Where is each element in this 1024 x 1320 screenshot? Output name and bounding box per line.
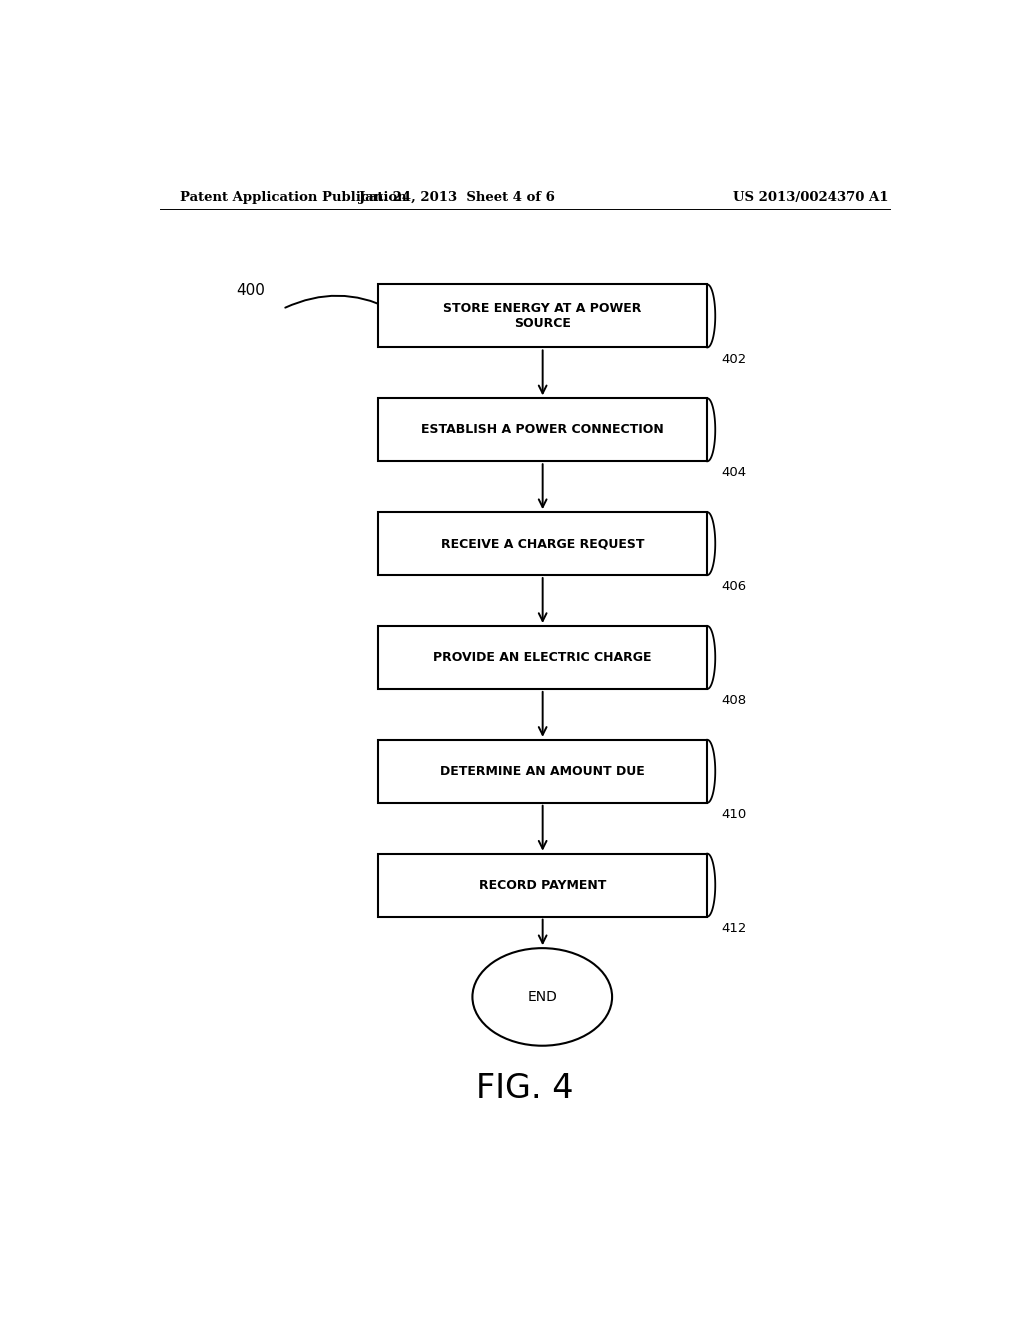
Text: PROVIDE AN ELECTRIC CHARGE: PROVIDE AN ELECTRIC CHARGE [433,651,652,664]
Text: 404: 404 [722,466,746,479]
Bar [378,284,708,347]
Text: Jan. 24, 2013  Sheet 4 of 6: Jan. 24, 2013 Sheet 4 of 6 [359,190,555,203]
Text: Patent Application Publication: Patent Application Publication [179,190,407,203]
Text: END: END [527,990,557,1005]
Text: 406: 406 [722,581,746,593]
Text: DETERMINE AN AMOUNT DUE: DETERMINE AN AMOUNT DUE [440,764,645,777]
Bar [378,512,708,576]
Bar [378,399,708,461]
Text: 412: 412 [722,921,746,935]
Text: ESTABLISH A POWER CONNECTION: ESTABLISH A POWER CONNECTION [421,424,664,437]
Bar [378,626,708,689]
Text: 402: 402 [722,352,746,366]
Bar [378,739,708,803]
Text: 410: 410 [722,808,746,821]
Ellipse shape [472,948,612,1045]
Text: STORE ENERGY AT A POWER
SOURCE: STORE ENERGY AT A POWER SOURCE [443,302,642,330]
Bar [378,854,708,916]
Text: US 2013/0024370 A1: US 2013/0024370 A1 [733,190,888,203]
Text: 408: 408 [722,694,746,708]
Text: RECEIVE A CHARGE REQUEST: RECEIVE A CHARGE REQUEST [441,537,644,550]
Text: 400: 400 [237,282,265,298]
Text: FIG. 4: FIG. 4 [476,1072,573,1105]
Text: RECORD PAYMENT: RECORD PAYMENT [479,879,606,891]
